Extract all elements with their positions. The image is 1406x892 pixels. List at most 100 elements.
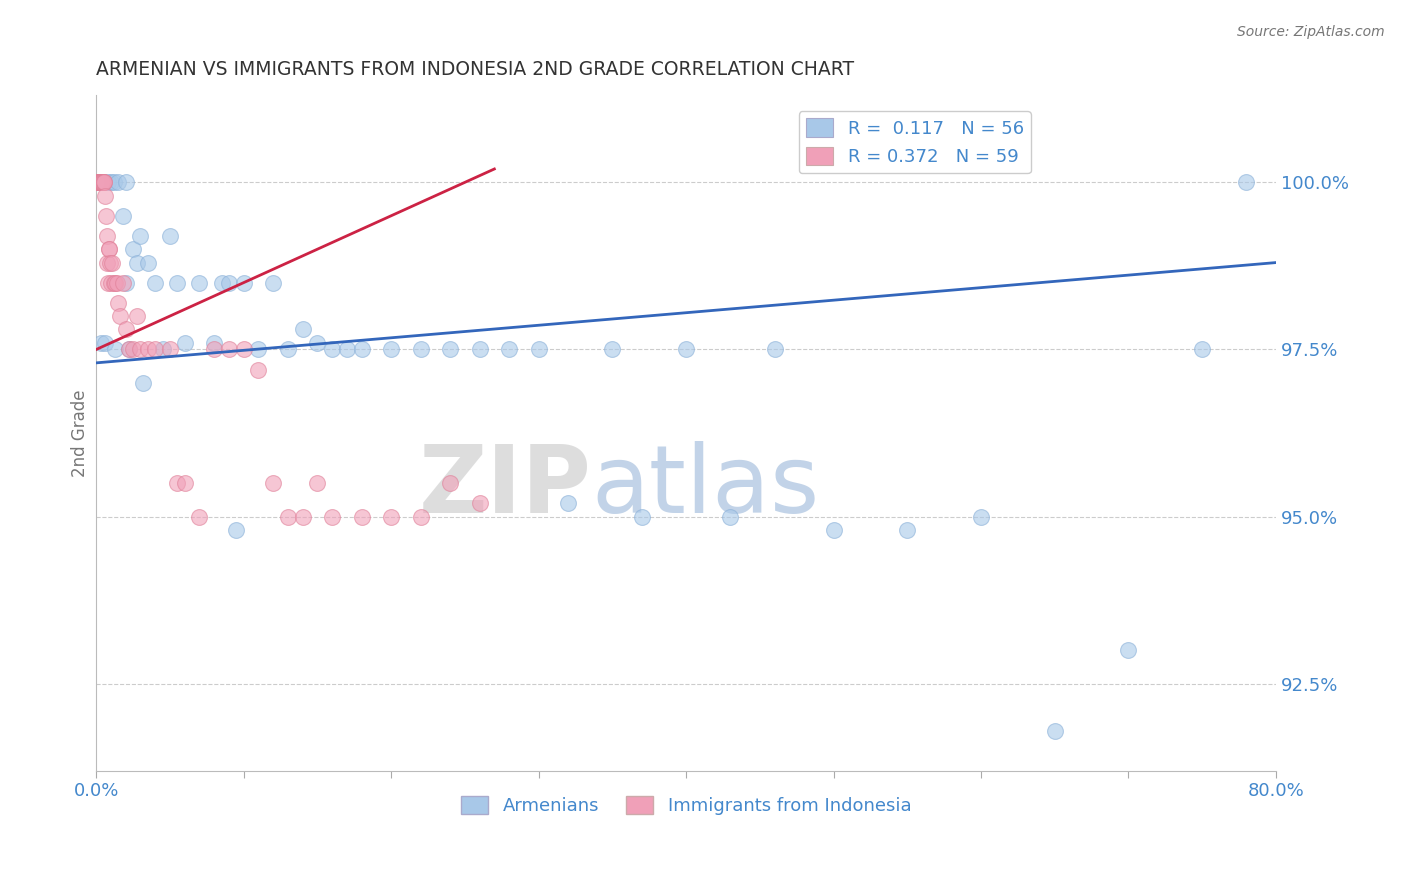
Point xyxy=(527,343,550,357)
Point xyxy=(247,362,270,376)
Point xyxy=(90,175,112,189)
Point xyxy=(100,276,122,290)
Point xyxy=(277,509,299,524)
Point xyxy=(218,276,240,290)
Point xyxy=(152,343,174,357)
Point xyxy=(602,343,624,357)
Point xyxy=(159,228,181,243)
Point xyxy=(100,175,122,189)
Text: ARMENIAN VS IMMIGRANTS FROM INDONESIA 2ND GRADE CORRELATION CHART: ARMENIAN VS IMMIGRANTS FROM INDONESIA 2N… xyxy=(96,60,855,78)
Point xyxy=(89,175,111,189)
Point xyxy=(86,175,108,189)
Point xyxy=(143,343,166,357)
Point xyxy=(307,335,329,350)
Point xyxy=(136,343,159,357)
Point xyxy=(557,496,579,510)
Point xyxy=(166,276,188,290)
Point xyxy=(159,343,181,357)
Point xyxy=(202,343,225,357)
Point xyxy=(173,335,195,350)
Point xyxy=(166,476,188,491)
Point xyxy=(89,175,111,189)
Point xyxy=(173,476,195,491)
Point xyxy=(86,175,108,189)
Legend: Armenians, Immigrants from Indonesia: Armenians, Immigrants from Indonesia xyxy=(454,789,918,822)
Point xyxy=(468,343,491,357)
Point xyxy=(143,276,166,290)
Point xyxy=(93,175,115,189)
Point xyxy=(718,509,741,524)
Point xyxy=(94,335,117,350)
Point xyxy=(1191,343,1213,357)
Point xyxy=(87,175,110,189)
Point xyxy=(107,175,129,189)
Point xyxy=(1236,175,1258,189)
Point xyxy=(104,276,127,290)
Point xyxy=(90,175,112,189)
Point xyxy=(87,175,110,189)
Point xyxy=(103,175,125,189)
Point xyxy=(129,343,152,357)
Point xyxy=(105,276,128,290)
Point xyxy=(232,343,254,357)
Point xyxy=(86,175,108,189)
Point xyxy=(896,523,918,537)
Point xyxy=(103,276,125,290)
Point xyxy=(97,175,120,189)
Text: atlas: atlas xyxy=(592,441,820,533)
Point xyxy=(291,509,314,524)
Point xyxy=(439,343,461,357)
Point xyxy=(1043,723,1066,738)
Point xyxy=(98,242,121,256)
Point xyxy=(98,255,121,269)
Point xyxy=(277,343,299,357)
Point xyxy=(104,343,127,357)
Point xyxy=(97,276,120,290)
Point xyxy=(188,509,211,524)
Point xyxy=(91,175,114,189)
Point xyxy=(218,343,240,357)
Point xyxy=(122,242,145,256)
Point xyxy=(336,343,359,357)
Point xyxy=(291,322,314,336)
Point xyxy=(90,335,112,350)
Point xyxy=(970,509,993,524)
Point xyxy=(94,188,117,202)
Point xyxy=(114,276,136,290)
Point xyxy=(117,343,139,357)
Point xyxy=(321,509,343,524)
Point xyxy=(321,343,343,357)
Point xyxy=(232,276,254,290)
Point xyxy=(89,175,111,189)
Text: Source: ZipAtlas.com: Source: ZipAtlas.com xyxy=(1237,25,1385,39)
Point xyxy=(96,228,118,243)
Point xyxy=(90,175,112,189)
Point xyxy=(101,255,124,269)
Point xyxy=(823,523,845,537)
Point xyxy=(202,335,225,350)
Point xyxy=(91,175,114,189)
Point xyxy=(117,343,139,357)
Point xyxy=(136,255,159,269)
Point xyxy=(127,309,149,323)
Point xyxy=(380,509,402,524)
Point xyxy=(129,228,152,243)
Point xyxy=(96,255,118,269)
Point xyxy=(262,276,284,290)
Point xyxy=(380,343,402,357)
Point xyxy=(675,343,697,357)
Point xyxy=(1118,643,1140,657)
Point xyxy=(409,509,432,524)
Point xyxy=(225,523,247,537)
Text: ZIP: ZIP xyxy=(419,441,592,533)
Point xyxy=(132,376,155,390)
Point xyxy=(127,255,149,269)
Point xyxy=(111,209,134,223)
Y-axis label: 2nd Grade: 2nd Grade xyxy=(72,389,89,477)
Point xyxy=(409,343,432,357)
Point xyxy=(107,295,129,310)
Point xyxy=(93,175,115,189)
Point xyxy=(498,343,520,357)
Point xyxy=(439,476,461,491)
Point xyxy=(211,276,233,290)
